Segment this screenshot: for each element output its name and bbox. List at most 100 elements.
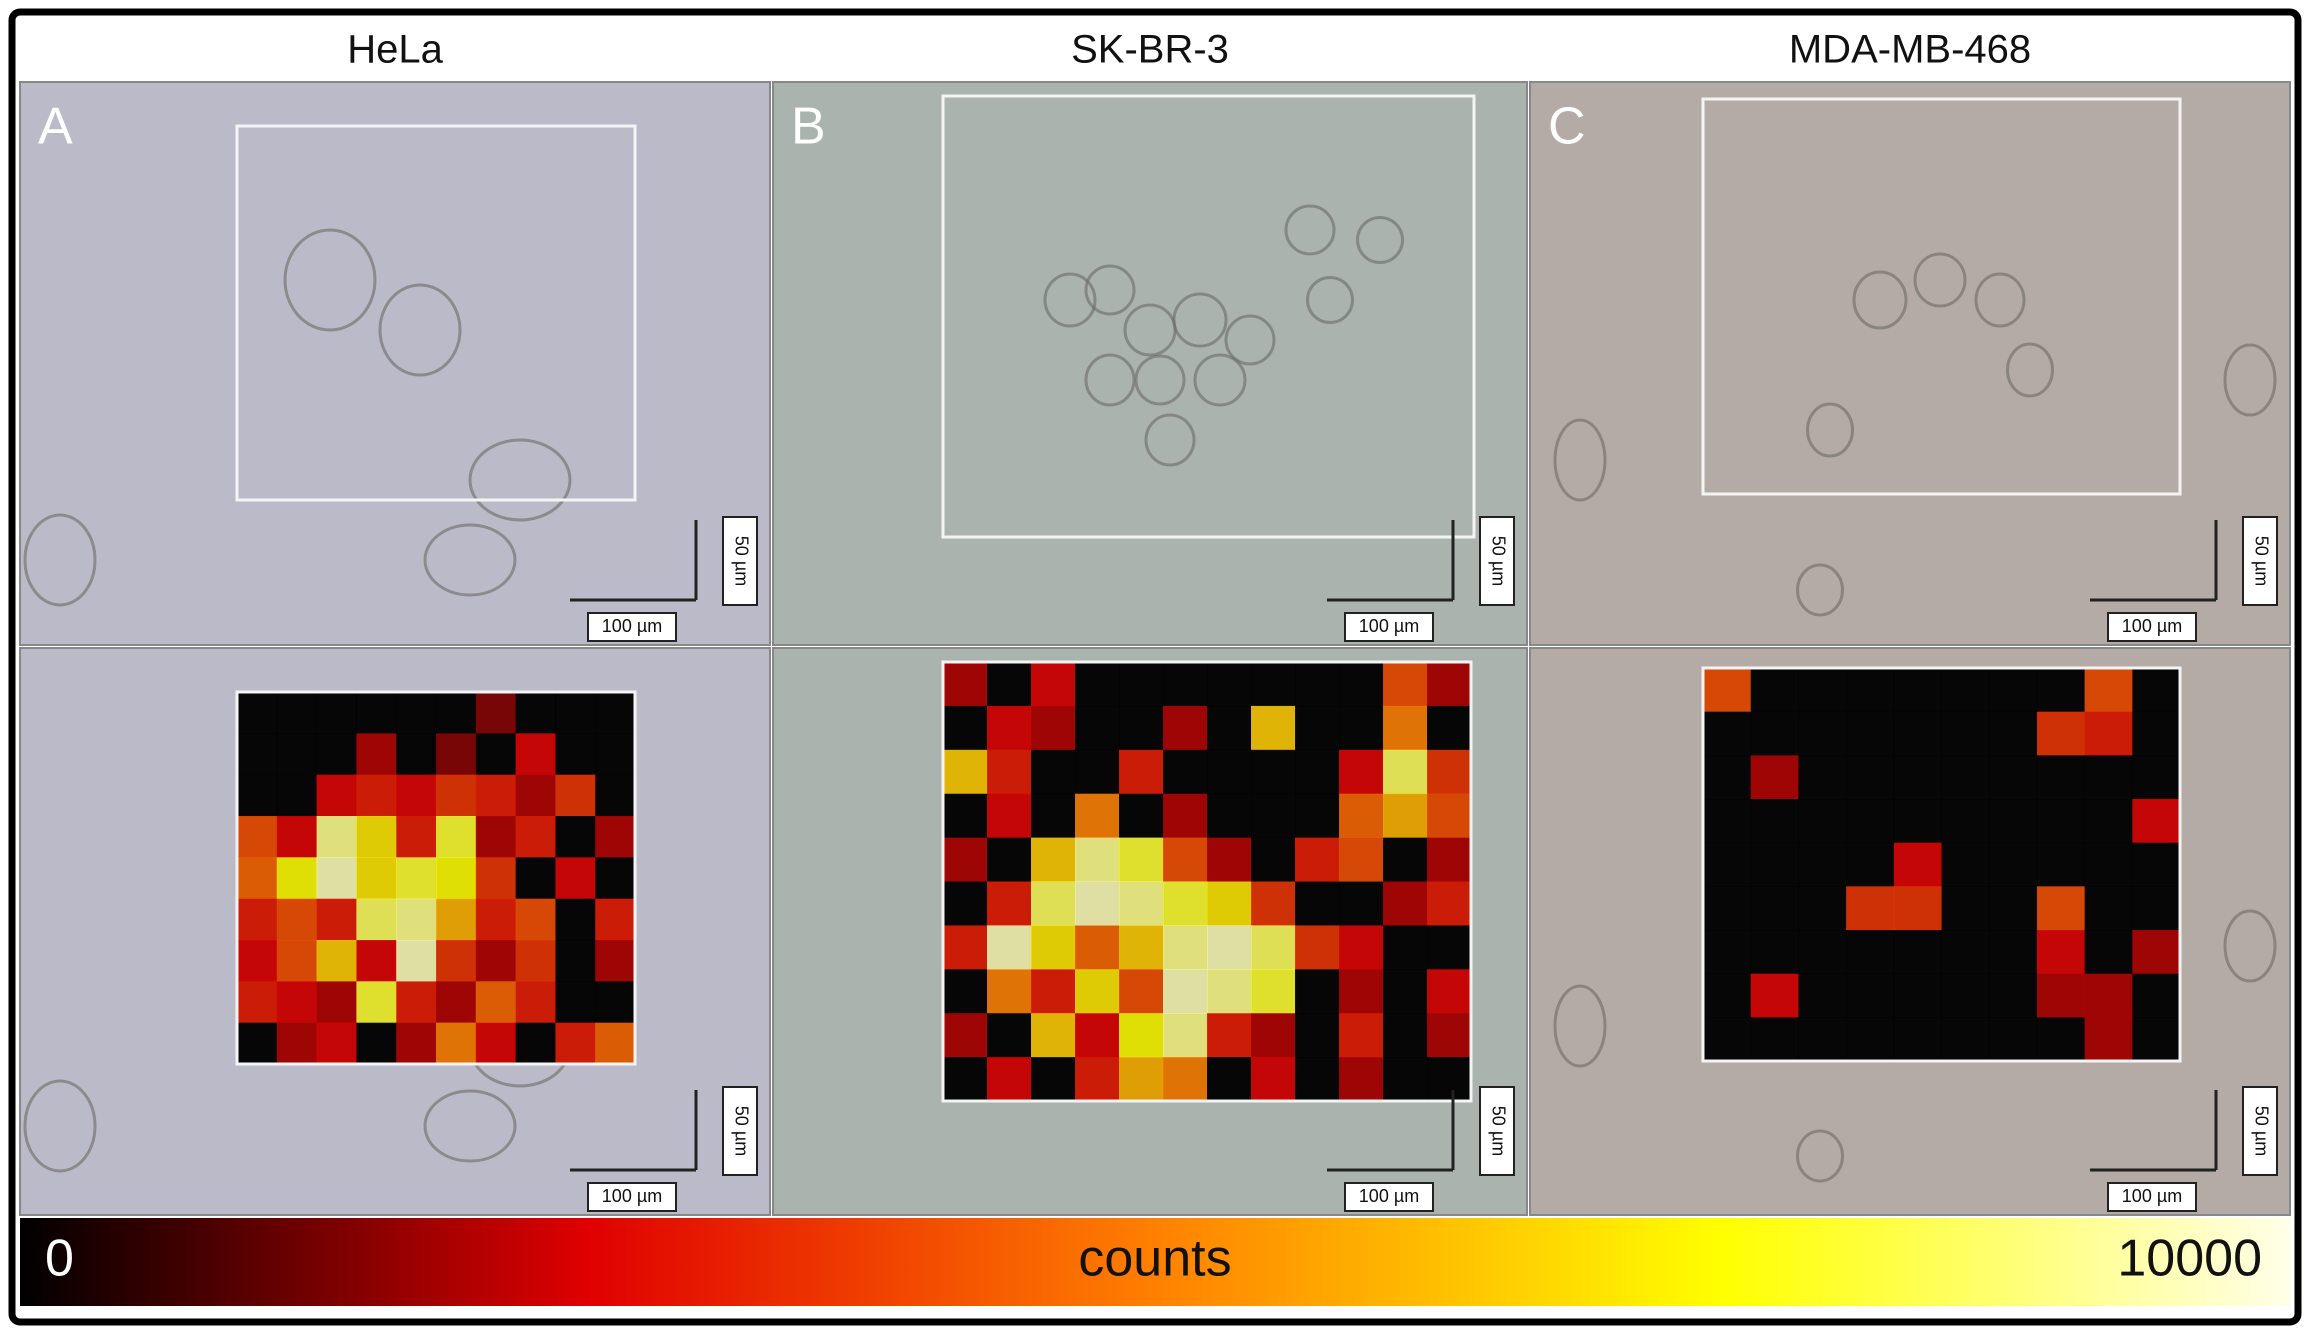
- heatmap-cell: [1941, 1017, 1990, 1062]
- heatmap-cell: [1075, 662, 1120, 707]
- scale-label-box: [2107, 612, 2197, 642]
- heatmap-cell: [2084, 711, 2133, 756]
- heatmap-cell: [1427, 881, 1472, 926]
- heatmap-cell: [1295, 837, 1340, 882]
- heatmap-cell: [1846, 973, 1895, 1018]
- heatmap-cell: [237, 898, 278, 941]
- roi-box: [235, 690, 637, 1066]
- heatmap-cell: [2084, 1017, 2133, 1062]
- scale-label: 50 µm: [731, 1106, 751, 1156]
- heatmap-cell: [2084, 842, 2133, 887]
- cell: [1043, 272, 1097, 328]
- heatmap-cell: [1703, 711, 1752, 756]
- heatmap-cell: [1339, 837, 1384, 882]
- heatmap-cell: [987, 925, 1032, 970]
- heatmap-cell: [436, 1022, 477, 1065]
- cell: [1356, 216, 1404, 264]
- heatmap-cell: [1893, 886, 1942, 931]
- heatmap-cell: [987, 1013, 1032, 1058]
- heatmap-cell: [595, 733, 636, 776]
- heatmap-cell: [1893, 799, 1942, 844]
- heatmap-cell: [1989, 755, 2038, 800]
- heatmap-cell: [1075, 793, 1120, 839]
- heatmap-cell: [436, 857, 477, 900]
- heatmap-cell: [1031, 749, 1076, 795]
- heatmap-cell: [1207, 793, 1252, 839]
- heatmap-cell: [1163, 705, 1208, 751]
- column-header: MDA-MB-468: [1789, 28, 2031, 72]
- heatmap-cell: [1339, 662, 1384, 707]
- heatmap-cell: [515, 857, 556, 900]
- heatmap-cell: [1846, 842, 1895, 887]
- heatmap-cell: [515, 733, 556, 776]
- heatmap-cell: [2036, 668, 2086, 713]
- heatmap-cell: [555, 733, 596, 776]
- heatmap-cell: [1075, 1013, 1120, 1058]
- heatmap-cell: [1207, 705, 1252, 751]
- heatmap-cell: [2036, 842, 2086, 887]
- heatmap-cell: [2084, 930, 2133, 975]
- heatmap-cell: [1427, 837, 1472, 882]
- heatmap-cell: [1031, 662, 1076, 707]
- heatmap-cell: [1031, 969, 1076, 1014]
- heatmap-cell: [943, 749, 988, 795]
- heatmap-cell: [1251, 793, 1296, 839]
- scale-label-box: [722, 1086, 758, 1176]
- heatmap-cell: [1031, 705, 1076, 751]
- heatmap-cell: [1119, 705, 1164, 751]
- cell: [468, 438, 572, 522]
- heatmap-cell: [1798, 930, 1847, 975]
- heatmap-cell: [237, 940, 278, 982]
- colorbar-min: 0: [45, 1230, 74, 1288]
- heatmap-cell: [943, 969, 988, 1014]
- heatmap-cell: [1427, 1013, 1472, 1058]
- heatmap-cell: [2036, 755, 2086, 800]
- heatmap-cell: [316, 1022, 357, 1065]
- heatmap-cell: [1989, 799, 2038, 844]
- cell: [1806, 402, 1854, 458]
- heatmap-cell: [1893, 755, 1942, 800]
- heatmap-cell: [1846, 886, 1895, 931]
- heatmap-cell: [1119, 662, 1164, 707]
- heatmap-cell: [2036, 886, 2086, 931]
- heatmap-cell: [436, 940, 477, 982]
- heatmap-cell: [1119, 1013, 1164, 1058]
- heatmap-cell: [1383, 925, 1428, 970]
- heatmap-cell: [475, 857, 517, 900]
- cell: [23, 1079, 97, 1173]
- heatmap-cell: [1163, 793, 1208, 839]
- heatmap-cell: [1941, 711, 1990, 756]
- heatmap-cell: [1295, 881, 1340, 926]
- heatmap-cell: [595, 981, 636, 1024]
- scale-label-box: [2107, 1182, 2197, 1212]
- heatmap-cell: [1075, 1057, 1120, 1102]
- heatmap-cell: [1893, 930, 1942, 975]
- heatmap-cell: [1846, 799, 1895, 844]
- heatmap-cell: [1295, 1057, 1340, 1102]
- cell: [423, 523, 517, 597]
- heatmap-cell: [1941, 668, 1990, 713]
- heatmap-cell: [987, 793, 1032, 839]
- heatmap-cell: [1251, 705, 1296, 751]
- column-header: SK-BR-3: [1071, 28, 1229, 72]
- scale-label: 50 µm: [2251, 536, 2271, 586]
- heatmap-cell: [1251, 1013, 1296, 1058]
- heatmap-cell: [1339, 925, 1384, 970]
- heatmap-cell: [2036, 930, 2086, 975]
- cell: [1796, 563, 1844, 617]
- heatmap-cell: [475, 816, 517, 858]
- heatmap-cell: [1339, 881, 1384, 926]
- heatmap-cell: [1075, 837, 1120, 882]
- heatmap-cell: [276, 857, 318, 900]
- cell: [1144, 413, 1196, 467]
- heatmap-cell: [1031, 1013, 1076, 1058]
- heatmap-cell: [1119, 837, 1164, 882]
- scale-label: 100 µm: [2122, 616, 2182, 636]
- heatmap-cell: [1989, 1017, 2038, 1062]
- scale-label: 50 µm: [1488, 536, 1508, 586]
- heatmap-cell: [396, 981, 437, 1024]
- heatmap-cell: [1989, 886, 2038, 931]
- heatmap-cell: [1163, 881, 1208, 926]
- heatmap-cell: [1163, 969, 1208, 1014]
- heatmap-cell: [356, 692, 397, 734]
